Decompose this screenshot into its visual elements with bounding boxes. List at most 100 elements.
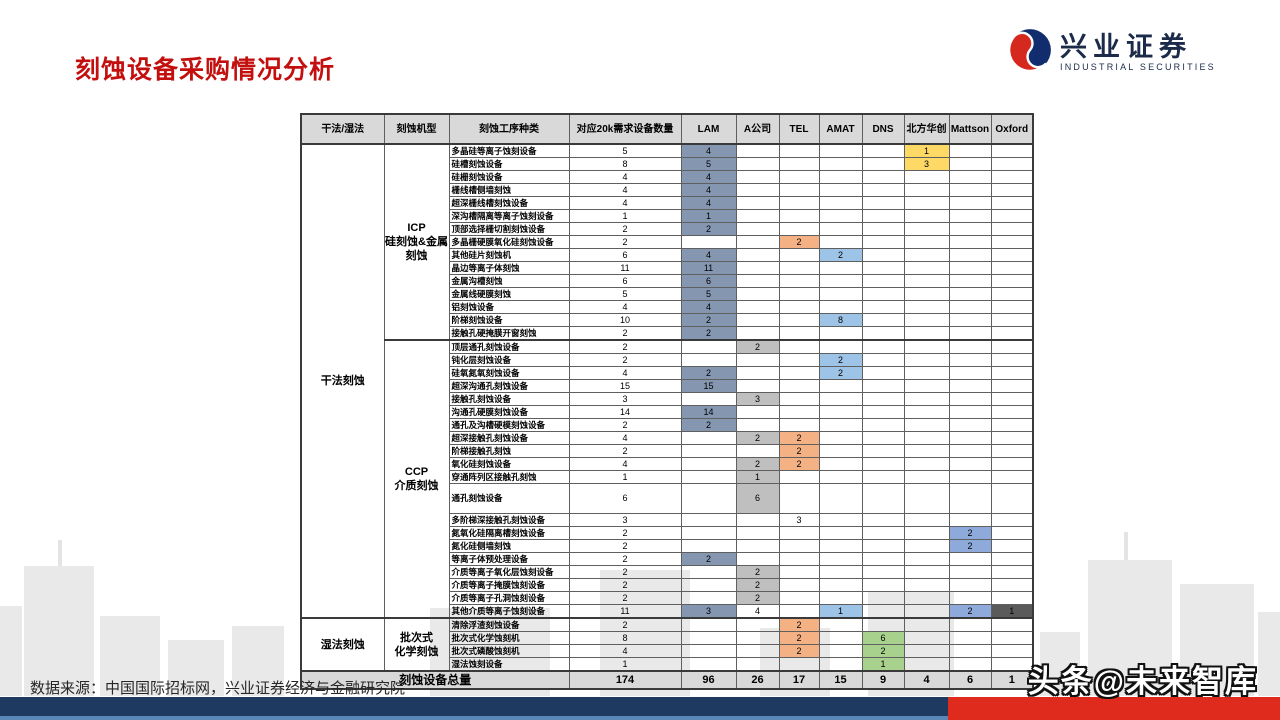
vendor-qty-cell [778,483,820,514]
vendor-qty-cell [861,431,905,445]
vendor-qty-cell [861,235,905,249]
vendor-qty-cell [818,617,863,632]
vendor-qty-cell [818,405,863,419]
vendor-qty-cell [990,287,1034,301]
vendor-qty-cell: 3 [735,392,780,406]
process-name-cell: 介质等离子氧化层蚀刻设备 [448,565,570,579]
vendor-qty-cell [948,565,992,579]
channel-watermark: 头条@未来智库 [1027,664,1258,699]
vendor-qty-cell [990,431,1034,445]
vendor-qty-cell: 1 [818,604,863,619]
vendor-qty-cell [735,209,780,223]
demand-qty-cell: 4 [568,457,682,471]
process-name-cell: 多阶梯深接触孔刻蚀设备 [448,513,570,527]
process-name-cell: 金属线硬膜刻蚀 [448,287,570,301]
vendor-qty-cell [818,209,863,223]
demand-qty-cell: 4 [568,366,682,380]
vendor-qty-cell [948,405,992,419]
process-name-cell: 多晶硅等离子蚀刻设备 [448,143,570,158]
vendor-qty-cell [861,313,905,327]
vendor-qty-cell [861,274,905,288]
vendor-qty-cell [735,287,780,301]
vendor-qty-cell [818,657,863,672]
vendor-qty-cell [990,248,1034,262]
process-name-cell: 超深栅线槽刻蚀设备 [448,196,570,210]
vendor-qty-cell [903,339,950,354]
vendor-qty-cell [818,287,863,301]
vendor-qty-cell [818,526,863,540]
logo-company-name: 兴业证券 [1060,32,1192,62]
process-name-cell: 通孔及沟槽硬模刻蚀设备 [448,418,570,432]
vendor-qty-cell [778,578,820,592]
vendor-qty-cell: 3 [903,157,950,171]
vendor-qty-cell [818,631,863,645]
vendor-qty-cell [818,300,863,314]
vendor-qty-cell [818,339,863,354]
vendor-qty-cell [990,483,1034,514]
vendor-qty-cell: 6 [861,631,905,645]
vendor-qty-cell [990,326,1034,341]
demand-qty-cell: 2 [568,526,682,540]
process-name-cell: 氮化硅侧墙刻蚀 [448,539,570,553]
vendor-qty-cell: 4 [680,170,737,184]
logo-company-name-en: INDUSTRIAL SECURITIES [1060,62,1216,72]
vendor-qty-cell: 1 [861,657,905,672]
vendor-qty-cell [735,261,780,275]
demand-qty-cell: 4 [568,431,682,445]
vendor-qty-cell: 2 [818,366,863,380]
vendor-qty-cell [948,444,992,458]
vendor-qty-cell [861,248,905,262]
vendor-qty-cell [990,366,1034,380]
vendor-qty-cell [861,470,905,484]
demand-qty-cell: 14 [568,405,682,419]
vendor-qty-cell [948,431,992,445]
vendor-qty-cell: 2 [735,457,780,471]
vendor-qty-cell [990,313,1034,327]
vendor-qty-cell [903,604,950,619]
process-name-cell: 顶部选择栅切割刻蚀设备 [448,222,570,236]
vendor-qty-cell [818,274,863,288]
vendor-qty-cell [948,209,992,223]
process-name-cell: 多晶栅硬膜氧化硅刻蚀设备 [448,235,570,249]
demand-qty-cell: 8 [568,157,682,171]
vendor-qty-cell [735,157,780,171]
vendor-qty-cell [861,418,905,432]
vendor-qty-cell: 6 [680,274,737,288]
page-title: 刻蚀设备采购情况分析 [75,56,336,84]
vendor-qty-cell [903,591,950,605]
vendor-qty-cell [861,578,905,592]
vendor-qty-cell: 2 [818,353,863,367]
demand-qty-cell: 4 [568,196,682,210]
table-header-row: 干法/湿法 刻蚀机型 刻蚀工序种类 对应20k需求设备数量 LAM A公司 TEL AMAT D… [300,113,1034,145]
vendor-qty-cell [818,431,863,445]
demand-qty-cell: 6 [568,483,682,514]
vendor-qty-cell [990,631,1034,645]
total-vendor-cell: 6 [948,670,992,690]
vendor-qty-cell [778,470,820,484]
vendor-qty-cell [680,513,737,527]
vendor-qty-cell [778,339,820,354]
process-name-cell: 氧化硅刻蚀设备 [448,457,570,471]
vendor-qty-cell [861,405,905,419]
vendor-qty-cell [948,300,992,314]
column-header: Oxford [990,113,1034,145]
demand-qty-cell: 4 [568,183,682,197]
vendor-qty-cell [861,196,905,210]
demand-qty-cell: 2 [568,444,682,458]
vendor-qty-cell [818,183,863,197]
demand-qty-cell: 2 [568,552,682,566]
demand-qty-cell: 2 [568,539,682,553]
process-name-cell: 批次式磷酸蚀刻机 [448,644,570,658]
vendor-qty-cell: 2 [861,644,905,658]
demand-qty-cell: 1 [568,209,682,223]
vendor-qty-cell [735,366,780,380]
vendor-qty-cell [680,657,737,672]
vendor-qty-cell [990,274,1034,288]
vendor-qty-cell [778,526,820,540]
vendor-qty-cell [861,143,905,158]
vendor-qty-cell [778,261,820,275]
vendor-qty-cell [735,196,780,210]
vendor-qty-cell [990,170,1034,184]
vendor-qty-cell [903,578,950,592]
vendor-qty-cell: 2 [948,539,992,553]
